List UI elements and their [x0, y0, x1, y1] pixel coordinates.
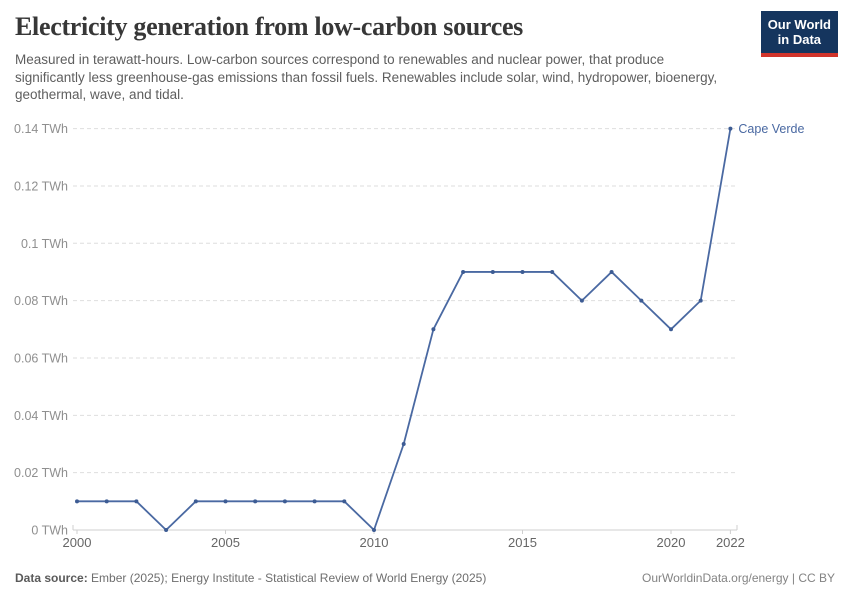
- data-point[interactable]: [134, 499, 139, 504]
- x-axis-tick-label: 2022: [716, 535, 745, 550]
- x-axis-tick-label: 2005: [211, 535, 240, 550]
- data-point[interactable]: [193, 499, 198, 504]
- data-point[interactable]: [372, 528, 376, 532]
- owid-logo-stripe: [760, 52, 838, 57]
- data-source-text: Ember (2025); Energy Institute - Statist…: [91, 571, 487, 585]
- y-axis-tick-label: 0.08 TWh: [14, 294, 68, 308]
- data-point[interactable]: [312, 499, 317, 504]
- data-point[interactable]: [401, 441, 406, 446]
- series-end-label[interactable]: Cape Verde: [738, 122, 804, 136]
- data-point[interactable]: [520, 269, 525, 274]
- data-source-label: Data source:: [15, 571, 88, 585]
- data-point[interactable]: [669, 327, 673, 332]
- license-note[interactable]: OurWorldinData.org/energy | CC BY: [642, 571, 835, 585]
- owid-logo-line1: Our World: [767, 17, 831, 32]
- data-point[interactable]: [609, 269, 614, 274]
- chart-title: Electricity generation from low-carbon s…: [15, 12, 524, 41]
- series-line-cape-verde[interactable]: [76, 127, 732, 531]
- owid-logo-line2: in Data: [777, 32, 822, 48]
- data-point[interactable]: [342, 499, 347, 504]
- data-point[interactable]: [75, 499, 79, 504]
- chart-subtitle: Measured in terawatt-hours. Low-carbon s…: [15, 52, 718, 102]
- data-point[interactable]: [579, 298, 584, 303]
- data-point[interactable]: [253, 499, 258, 504]
- chart-footer: Data source: Ember (2025); Energy Instit…: [15, 571, 835, 585]
- data-point[interactable]: [490, 269, 495, 274]
- y-axis-tick-label: 0.12 TWh: [14, 179, 68, 193]
- data-point[interactable]: [698, 298, 703, 303]
- y-axis-tick-label: 0 TWh: [31, 524, 68, 538]
- y-axis-tick-label: 0.02 TWh: [14, 466, 68, 480]
- data-point[interactable]: [104, 499, 109, 504]
- y-axis-tick-label: 0.04 TWh: [14, 409, 68, 423]
- y-axis-tick-label: 0.14 TWh: [14, 122, 68, 136]
- x-axis-tick-label: 2000: [63, 535, 92, 550]
- line-chart-svg[interactable]: 0 TWh 0.02 TWh 0.04 TWh 0.06 TWh 0.08 TWh 0.1…: [0, 110, 850, 555]
- x-axis-tick-label: 2020: [657, 535, 686, 550]
- data-point[interactable]: [728, 126, 733, 131]
- y-axis-tick-label: 0.06 TWh: [14, 351, 68, 365]
- data-point[interactable]: [164, 528, 169, 532]
- data-point[interactable]: [431, 327, 436, 332]
- data-point[interactable]: [550, 269, 555, 274]
- x-axis-tick-label: 2010: [360, 535, 389, 550]
- data-point[interactable]: [639, 298, 644, 303]
- x-axis-tick-label: 2015: [508, 535, 537, 550]
- data-point[interactable]: [223, 499, 228, 504]
- y-axis-tick-label: 0.1 TWh: [21, 237, 68, 251]
- data-point[interactable]: [282, 499, 287, 504]
- owid-logo[interactable]: Our World in Data: [760, 11, 838, 57]
- data-source-note: Data source: Ember (2025); Energy Instit…: [15, 571, 486, 585]
- data-point[interactable]: [461, 269, 466, 274]
